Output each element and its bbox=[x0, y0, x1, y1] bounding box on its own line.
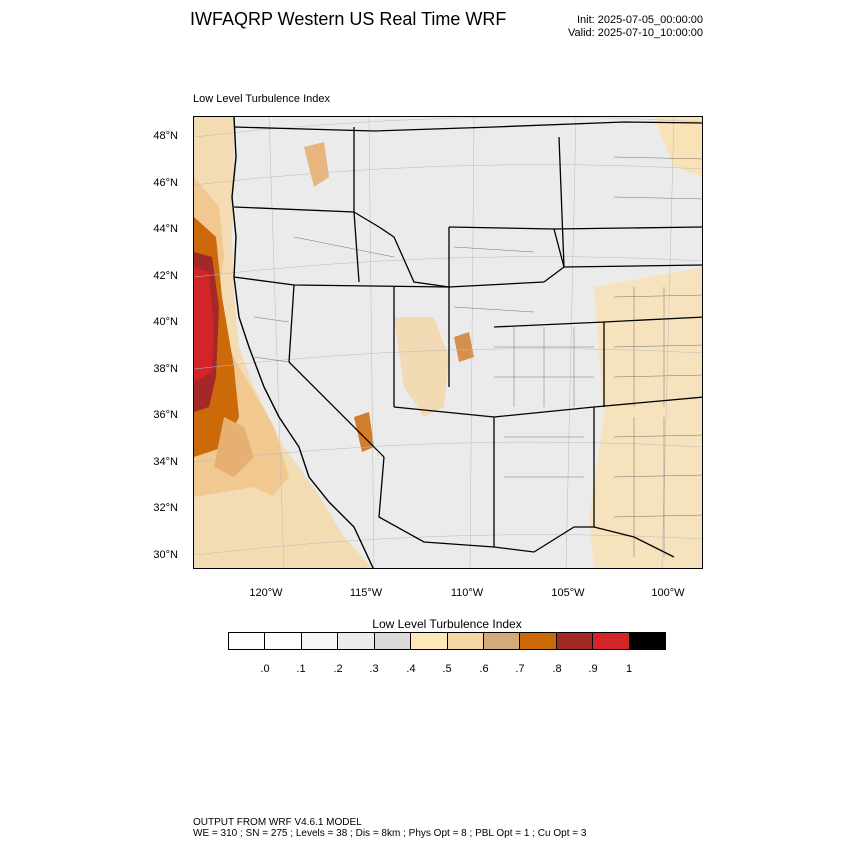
colorbar bbox=[228, 632, 666, 650]
lat-label: 48°N bbox=[153, 130, 178, 142]
colorbar-box bbox=[447, 633, 484, 649]
colorbar-label: .2 bbox=[333, 663, 343, 675]
colorbar-label: .5 bbox=[442, 663, 452, 675]
lon-label: 115°W bbox=[349, 587, 383, 599]
colorbar-box bbox=[520, 633, 557, 649]
lon-label: 100°W bbox=[651, 587, 685, 599]
lat-label: 34°N bbox=[153, 456, 178, 468]
colorbar-box bbox=[483, 633, 521, 649]
colorbar-box bbox=[593, 633, 630, 649]
model-info-line1: OUTPUT FROM WRF V4.6.1 MODEL bbox=[193, 817, 362, 828]
colorbar-box bbox=[629, 633, 666, 649]
lat-label: 44°N bbox=[153, 223, 178, 235]
colorbar-label: 1 bbox=[625, 663, 633, 675]
map-subtitle: Low Level Turbulence Index bbox=[193, 93, 330, 105]
lat-label: 46°N bbox=[153, 177, 178, 189]
colorbar-label: .3 bbox=[369, 663, 379, 675]
lat-label: 40°N bbox=[153, 316, 178, 328]
lon-label: 120°W bbox=[249, 587, 283, 599]
model-info-line2: WE = 310 ; SN = 275 ; Levels = 38 ; Dis … bbox=[193, 828, 587, 839]
lat-label: 42°N bbox=[153, 270, 178, 282]
colorbar-label: .6 bbox=[479, 663, 489, 675]
colorbar-label: .1 bbox=[296, 663, 306, 675]
valid-time: Valid: 2025-07-10_10:00:00 bbox=[568, 27, 703, 39]
lat-label: 36°N bbox=[153, 409, 178, 421]
colorbar-label: .4 bbox=[406, 663, 416, 675]
colorbar-box bbox=[338, 633, 375, 649]
page-title: IWFAQRP Western US Real Time WRF bbox=[190, 9, 507, 29]
lat-label: 38°N bbox=[153, 363, 178, 375]
colorbar-label: .7 bbox=[515, 663, 525, 675]
colorbar-box bbox=[229, 633, 266, 649]
colorbar-box bbox=[556, 633, 594, 649]
colorbar-label: .9 bbox=[588, 663, 598, 675]
colorbar-box bbox=[301, 633, 339, 649]
init-time: Init: 2025-07-05_00:00:00 bbox=[577, 14, 703, 26]
colorbar-box bbox=[374, 633, 412, 649]
lat-label: 30°N bbox=[153, 549, 178, 561]
turbulence-map bbox=[193, 116, 703, 569]
colorbar-title: Low Level Turbulence Index bbox=[372, 617, 522, 631]
lon-label: 110°W bbox=[450, 587, 484, 599]
turbulence-map-graphic bbox=[194, 117, 702, 568]
colorbar-label: .8 bbox=[552, 663, 562, 675]
lon-label: 105°W bbox=[551, 587, 585, 599]
lat-label: 32°N bbox=[153, 502, 178, 514]
colorbar-label: .0 bbox=[260, 663, 270, 675]
colorbar-box bbox=[411, 633, 448, 649]
colorbar-box bbox=[265, 633, 302, 649]
